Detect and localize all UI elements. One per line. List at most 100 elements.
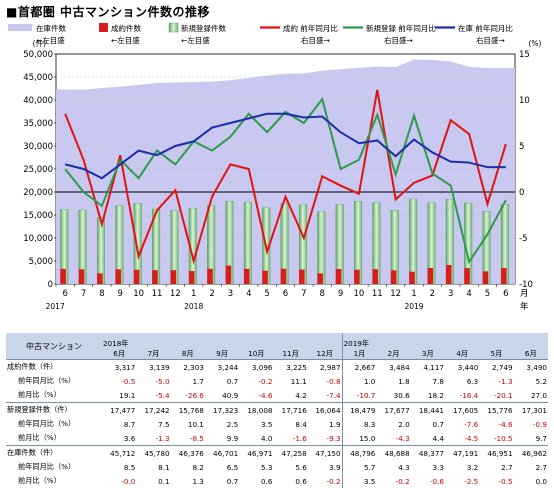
table-cell: 45,780 bbox=[136, 445, 171, 460]
x-tick-label: 9 bbox=[338, 289, 343, 299]
table-cell: 3,244 bbox=[204, 359, 240, 374]
right-axis-unit: (%) bbox=[529, 39, 542, 48]
table-month-label: 8月 bbox=[181, 349, 194, 358]
table-cell: 47,150 bbox=[307, 445, 343, 460]
left-tick-label: 25,000 bbox=[23, 165, 53, 175]
table-cell: -1.6 bbox=[292, 433, 307, 443]
table-cell: 40.9 bbox=[222, 390, 239, 400]
left-tick-label: 40,000 bbox=[23, 96, 53, 106]
table-cell: -8.5 bbox=[189, 433, 204, 443]
table-cell: 2.7 bbox=[535, 462, 547, 472]
table-cell: 46,971 bbox=[239, 445, 274, 460]
table-cell: 2.7 bbox=[501, 462, 513, 472]
table-cell: 18,008 bbox=[239, 402, 274, 417]
x-tick-label: 6 bbox=[62, 289, 67, 299]
left-tick-label: 5,000 bbox=[29, 257, 53, 267]
table-cell: 0.7 bbox=[432, 419, 444, 429]
table-cell: 6.3 bbox=[466, 376, 479, 386]
table-cell: 3.3 bbox=[432, 462, 444, 472]
x-tick-label: 4 bbox=[246, 289, 251, 299]
chart-svg: 0 5,000 10,000 15,000 20,000 25,000 30,000 35,0… bbox=[8, 22, 542, 312]
x-year-label: 2018 bbox=[184, 302, 203, 311]
table-cell: 17,677 bbox=[376, 402, 411, 417]
x-tick-label: 4 bbox=[466, 289, 471, 299]
table-cell: 17,323 bbox=[204, 402, 240, 417]
table-cell: 1.0 bbox=[341, 374, 377, 388]
x-tick-label: 6 bbox=[503, 289, 508, 299]
bar-sales bbox=[207, 268, 213, 284]
table-cell: -0.2 bbox=[326, 476, 341, 486]
line-stock-yoy bbox=[64, 112, 506, 180]
right-tick-label: 15 bbox=[519, 50, 530, 60]
table-cell: 48,688 bbox=[376, 445, 411, 460]
table-cell: 8.1 bbox=[158, 462, 170, 472]
table-cell: 5.3 bbox=[261, 462, 273, 472]
table-cell: 5.7 bbox=[341, 460, 377, 474]
x-tick-label: 12 bbox=[170, 289, 181, 299]
legend-axis-note: 右目盛→ bbox=[476, 35, 505, 45]
x-year-label: 2017 bbox=[46, 302, 65, 311]
table-cell: 1.9 bbox=[329, 419, 341, 429]
table-cell: 3,225 bbox=[273, 359, 308, 374]
bar-sales bbox=[188, 271, 195, 284]
table-row-label: 前年同月比（%） bbox=[18, 419, 76, 428]
legend-swatch bbox=[168, 22, 179, 33]
table-row-label: 前月比（%） bbox=[18, 476, 61, 485]
bar-sales bbox=[354, 269, 360, 284]
table-cell: 9.9 bbox=[226, 433, 239, 443]
table-cell: 2.0 bbox=[398, 419, 410, 429]
table-cell: 46,951 bbox=[479, 445, 514, 460]
table-cell: 0.6 bbox=[261, 476, 273, 486]
table-month-label: 11月 bbox=[282, 349, 299, 358]
legend-axis-note: ←左目盛 bbox=[36, 35, 65, 45]
table-cell: -0.2 bbox=[395, 476, 410, 486]
table-month-header: 10月 bbox=[239, 333, 274, 360]
bar-new-listings bbox=[317, 211, 326, 285]
legend-swatch bbox=[99, 23, 108, 32]
x-year-label: 2019 bbox=[404, 302, 423, 311]
table-cell: -4.5 bbox=[464, 433, 479, 443]
table-row-label: 前月比（%） bbox=[18, 390, 61, 399]
bar-new-listings bbox=[409, 198, 418, 285]
table-row: 在庫件数（件） 45,712 45,780 46,376 46,701 46,971 47,… bbox=[6, 445, 548, 460]
table-cell: -4.6 bbox=[258, 390, 273, 400]
table-month-label: 7月 bbox=[147, 349, 160, 358]
data-table: 中古マンション 2018年 6月 7月 8月 9月 10月 11月 12月 2019年 1月 2月 3月… bbox=[6, 333, 548, 488]
table-cell: 0.7 bbox=[226, 376, 239, 386]
table-cell: -0.2 bbox=[258, 376, 273, 386]
table-corner: 中古マンション bbox=[6, 333, 102, 360]
table-cell: 3,440 bbox=[444, 359, 480, 374]
table-cell: 18,479 bbox=[341, 402, 377, 417]
legend-label: 成約 前年同月比 bbox=[283, 23, 338, 33]
table-cell: 11.1 bbox=[290, 376, 307, 386]
table-cell: -0.9 bbox=[532, 419, 547, 429]
table-cell: 4.2 bbox=[295, 390, 307, 400]
table-cell: 46,376 bbox=[170, 445, 205, 460]
table-cell: 4.0 bbox=[261, 433, 273, 443]
legend-label: 在庫件数 bbox=[36, 23, 66, 33]
table-cell: 2,667 bbox=[341, 359, 377, 374]
table-month-label: 10月 bbox=[248, 349, 265, 358]
right-tick-label: 10 bbox=[519, 96, 530, 106]
table-cell: -16.4 bbox=[459, 390, 479, 400]
legend-axis-note: 右目盛→ bbox=[384, 35, 413, 45]
table-month-header: 3月 bbox=[410, 333, 445, 360]
left-tick-label: 15,000 bbox=[23, 211, 53, 221]
table-cell: -10.5 bbox=[493, 433, 513, 443]
table-cell: 1.8 bbox=[398, 376, 410, 386]
table-row-label: 在庫件数（件） bbox=[6, 445, 102, 460]
table-cell: 16,064 bbox=[307, 402, 343, 417]
table-month-header: 12月 bbox=[307, 333, 343, 360]
x-tick-label: 11 bbox=[372, 289, 383, 299]
x-tick-label: 12 bbox=[390, 289, 401, 299]
bar-sales bbox=[317, 273, 323, 284]
table-cell: 0.0 bbox=[535, 476, 547, 486]
table-cell: 15,768 bbox=[170, 402, 205, 417]
table-month-header: 4月 bbox=[444, 333, 480, 360]
table-row: 前月比（%） 3.6 -1.3 -8.5 9.9 4.0 -1.6 -9.3 15.0 -4.3 4… bbox=[6, 431, 548, 446]
table-row: 前年同月比（%） 8.5 8.1 8.2 6.5 5.3 5.6 3.9 5.7 4.3 3.3 3.… bbox=[6, 460, 548, 474]
table-cell: 17,477 bbox=[102, 402, 137, 417]
table-cell: -1.3 bbox=[155, 433, 170, 443]
table-cell: 30.6 bbox=[393, 390, 410, 400]
x-tick-label: 2 bbox=[209, 289, 214, 299]
